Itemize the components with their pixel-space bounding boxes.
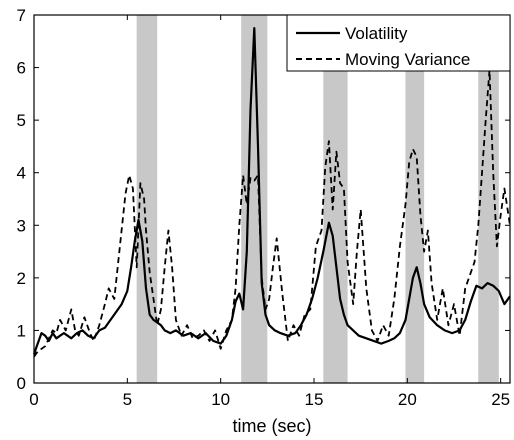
series-lines bbox=[32, 27, 511, 358]
y-tick-label: 3 bbox=[17, 216, 26, 235]
legend-label-volatility: Volatility bbox=[345, 24, 408, 43]
y-tick-label: 7 bbox=[17, 6, 26, 25]
legend-box bbox=[286, 14, 511, 72]
shaded-interval-3 bbox=[323, 15, 348, 383]
legend: Volatility Moving Variance bbox=[286, 14, 511, 72]
x-tick-label: 20 bbox=[398, 390, 417, 409]
shaded-interval-1 bbox=[136, 15, 158, 383]
x-tick-label: 0 bbox=[29, 390, 38, 409]
x-tick-label: 15 bbox=[305, 390, 324, 409]
y-tick-label: 0 bbox=[17, 374, 26, 393]
series-line-volatility bbox=[32, 27, 511, 355]
shaded-interval-2 bbox=[241, 15, 268, 383]
x-tick-label: 10 bbox=[211, 390, 230, 409]
x-tick-label: 25 bbox=[491, 390, 510, 409]
y-tick-label: 4 bbox=[17, 164, 26, 183]
y-tick-label: 2 bbox=[17, 269, 26, 288]
axis-ticks: 0 5 10 15 20 25 0 1 2 3 4 5 6 7 bbox=[17, 6, 511, 409]
legend-label-moving-variance: Moving Variance bbox=[345, 50, 470, 69]
x-axis-label: time (sec) bbox=[232, 416, 311, 436]
series-line-moving-variance bbox=[33, 69, 511, 358]
x-tick-label: 5 bbox=[123, 390, 132, 409]
y-tick-label: 1 bbox=[17, 321, 26, 340]
y-tick-label: 6 bbox=[17, 59, 26, 78]
plot-frame bbox=[33, 14, 511, 384]
shaded-interval-5 bbox=[478, 15, 499, 383]
y-tick-label: 5 bbox=[17, 111, 26, 130]
